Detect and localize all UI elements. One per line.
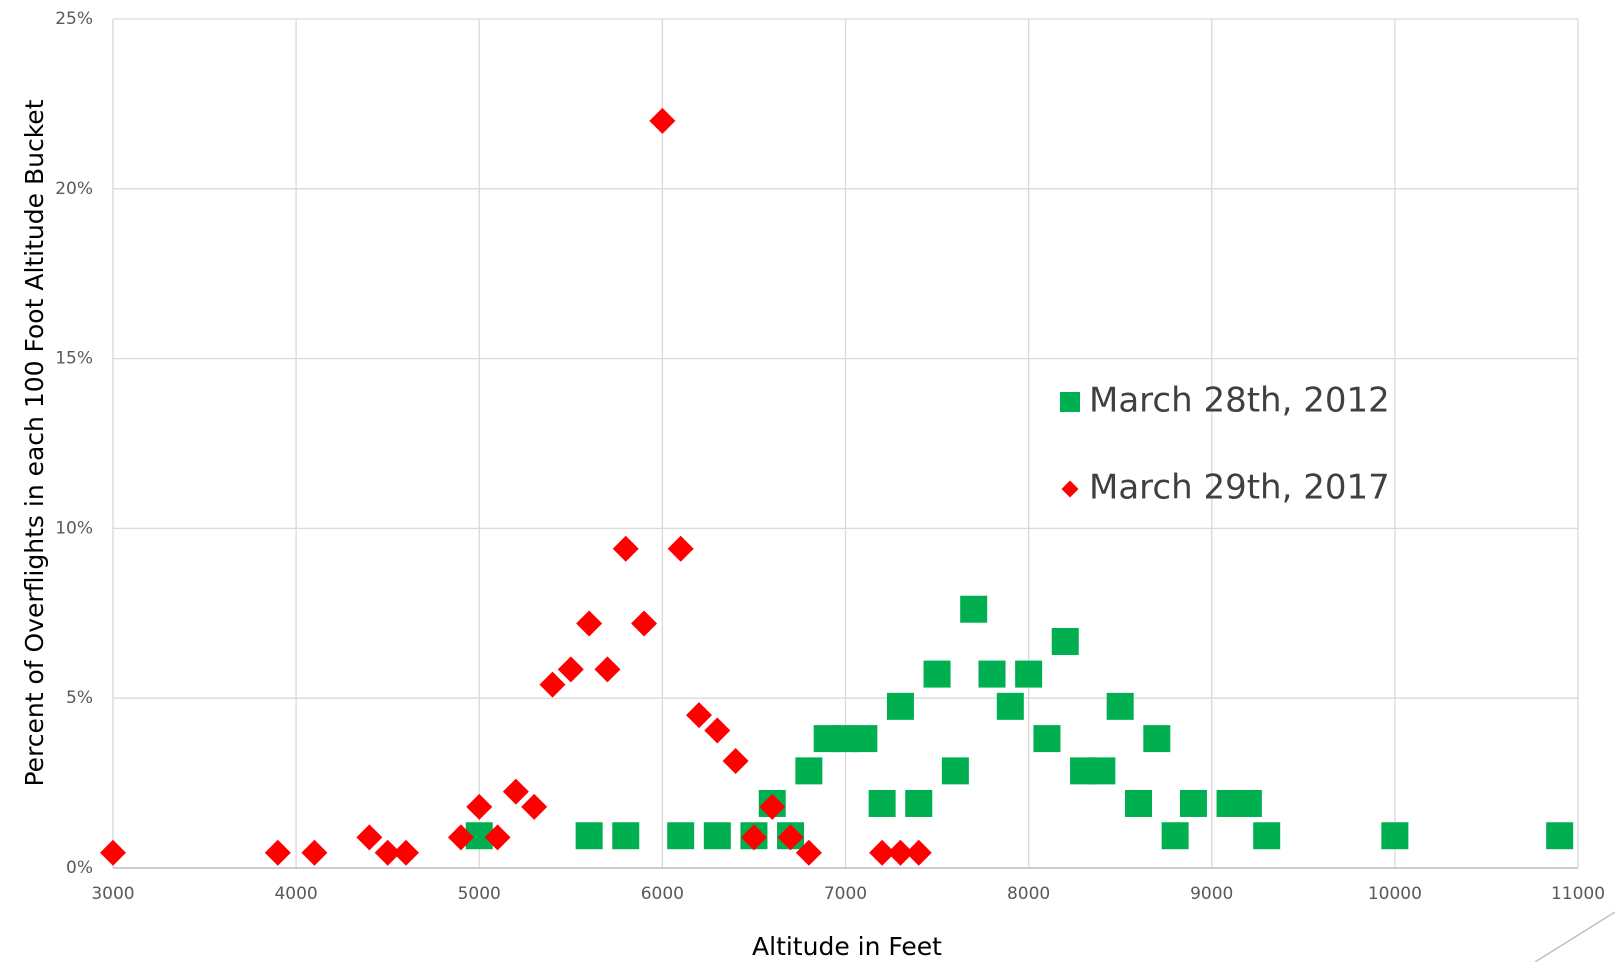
data-point (575, 822, 603, 850)
data-point (704, 717, 731, 744)
data-point (1033, 725, 1061, 753)
data-point (1546, 822, 1574, 850)
data-point (923, 660, 951, 688)
data-point (905, 789, 933, 817)
data-point (301, 839, 328, 866)
decoration (1534, 911, 1615, 962)
data-point (1125, 789, 1152, 817)
x-tick-label: 9000 (1190, 884, 1233, 904)
data-point (264, 839, 291, 866)
data-point (1051, 627, 1079, 655)
data-point (795, 757, 823, 785)
y-tick-label: 10% (55, 518, 93, 538)
data-point (1088, 757, 1116, 785)
data-point (777, 824, 804, 851)
x-tick-label: 6000 (641, 884, 684, 904)
data-point (502, 778, 529, 805)
data-point (100, 839, 126, 866)
data-point (850, 725, 878, 753)
data-point (356, 824, 383, 851)
data-point (374, 839, 401, 866)
data-point (886, 692, 914, 720)
data-point (1061, 480, 1079, 498)
data-point (1179, 789, 1207, 817)
data-point (722, 748, 749, 775)
data-point (1015, 660, 1043, 688)
data-point (1381, 822, 1409, 850)
data-point (447, 824, 474, 851)
data-point (484, 824, 511, 851)
y-tick-label: 15% (55, 349, 93, 369)
legend-label: March 29th, 2017 (1089, 468, 1390, 508)
data-point (466, 793, 493, 820)
data-point (649, 107, 676, 134)
data-point (393, 839, 419, 866)
data-point (612, 535, 639, 562)
data-point (703, 822, 731, 850)
x-tick-label: 7000 (824, 884, 867, 904)
data-point (557, 656, 584, 683)
data-point (576, 610, 603, 637)
data-point (667, 535, 694, 562)
x-axis-title: Altitude in Feet (752, 932, 942, 961)
data-point (539, 671, 566, 698)
data-point (869, 839, 896, 866)
y-axis-title: Percent of Overflights in each 100 Foot … (20, 99, 49, 786)
data-point (612, 822, 640, 850)
data-point (996, 692, 1024, 720)
y-tick-label: 20% (55, 179, 93, 199)
x-tick-label: 4000 (274, 884, 317, 904)
data-point (667, 822, 695, 850)
data-point (1106, 692, 1134, 720)
y-tick-label: 25% (55, 9, 93, 29)
data-point (941, 757, 969, 785)
x-tick-label: 3000 (91, 884, 134, 904)
data-point (868, 789, 896, 817)
data-point (686, 702, 712, 729)
data-point (905, 839, 932, 866)
data-point (521, 793, 548, 820)
y-tick-label: 5% (66, 688, 93, 708)
data-point (1234, 789, 1262, 817)
data-point (740, 824, 767, 851)
data-point (759, 793, 786, 820)
data-point (887, 839, 914, 866)
data-point (1253, 822, 1281, 850)
data-point (978, 660, 1006, 688)
data-point (1161, 822, 1189, 850)
data-point (1143, 725, 1171, 753)
x-tick-label: 8000 (1007, 884, 1050, 904)
x-tick-label: 10000 (1368, 884, 1422, 904)
data-point (795, 839, 822, 866)
x-tick-label: 5000 (458, 884, 501, 904)
data-point (960, 595, 988, 623)
data-point (1060, 392, 1080, 412)
y-tick-label: 0% (66, 858, 93, 878)
data-point (631, 610, 658, 637)
x-tick-label: 11000 (1551, 884, 1605, 904)
data-point (594, 656, 621, 683)
legend-label: March 28th, 2012 (1089, 381, 1390, 421)
